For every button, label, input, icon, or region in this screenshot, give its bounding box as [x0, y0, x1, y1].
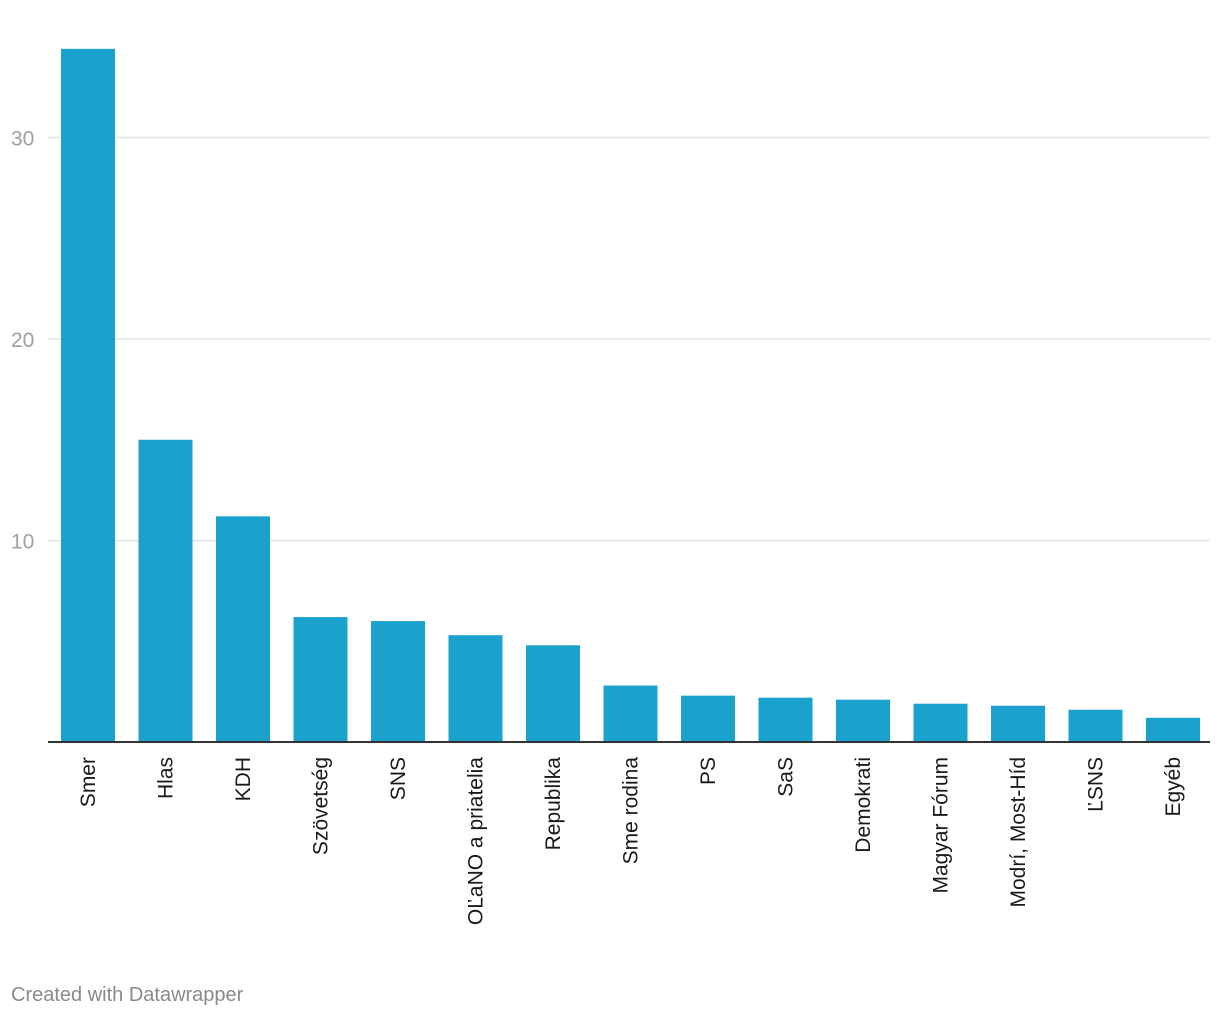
bar: [603, 685, 658, 742]
bar: [216, 516, 270, 742]
grid-lines: [48, 136, 1210, 542]
x-tick-label: Sme rodina: [620, 757, 643, 865]
x-tick-label: OĽaNO a priatelia: [465, 757, 488, 925]
x-tick-label: PS: [697, 757, 720, 785]
bar: [681, 695, 735, 742]
x-tick-label: KDH: [232, 757, 255, 801]
x-tick-label: Smer: [77, 757, 100, 807]
x-tick-label: Modrí, Most-Híd: [1007, 757, 1030, 908]
bar: [991, 705, 1045, 742]
bar: [526, 645, 580, 742]
x-tick-label: Szövetség: [310, 757, 333, 855]
x-tick-label: Egyéb: [1162, 757, 1185, 817]
y-axis-labels: 10 20 30: [11, 128, 34, 554]
bar: [836, 699, 890, 742]
bar: [61, 48, 115, 742]
bar: [293, 617, 348, 742]
bar: [913, 703, 968, 742]
y-tick-label: 20: [11, 329, 34, 352]
x-tick-label: Hlas: [155, 757, 178, 799]
y-tick-label: 30: [11, 128, 34, 151]
bar: [1146, 717, 1200, 742]
x-tick-label: ĽSNS: [1085, 757, 1108, 812]
y-tick-label: 10: [11, 531, 34, 554]
x-tick-label: Magyar Fórum: [930, 757, 953, 894]
bars: [61, 48, 1200, 742]
x-tick-label: SaS: [775, 757, 798, 797]
x-tick-label: Demokrati: [852, 757, 875, 853]
x-tick-label: SNS: [387, 757, 410, 800]
bar: [448, 635, 503, 742]
x-tick-label: Republika: [542, 757, 565, 851]
bar: [758, 697, 813, 742]
bar: [1068, 709, 1123, 742]
bar: [138, 439, 193, 742]
x-axis-labels: Smer Hlas KDH Szövetség SNS OĽaNO a priatelia…: [77, 757, 1185, 925]
credit-text: Created with Datawrapper: [11, 984, 244, 1006]
bar: [371, 621, 425, 742]
